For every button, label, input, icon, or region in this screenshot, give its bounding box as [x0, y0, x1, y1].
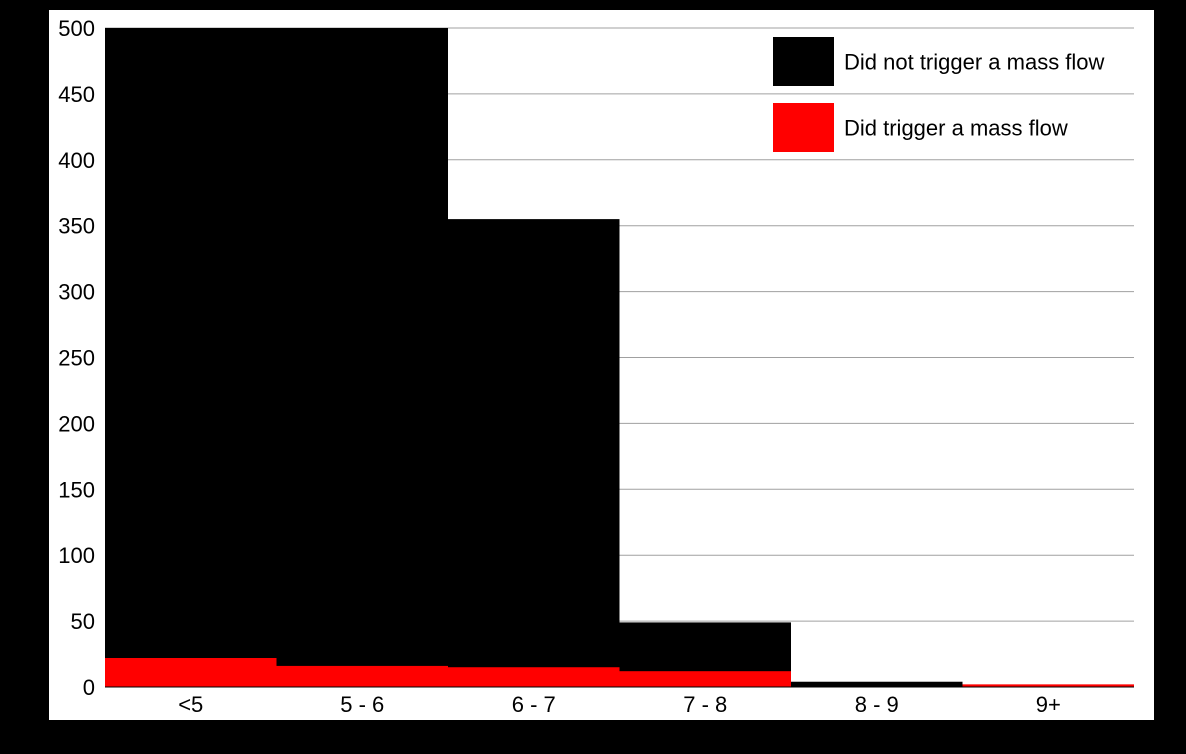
y-tick-label-300: 300 [58, 280, 95, 305]
y-tick-label-500: 500 [58, 16, 95, 41]
left-frame [0, 0, 49, 749]
legend-swatch-1 [773, 103, 834, 152]
bars [105, 28, 1134, 688]
y-tick-label-0: 0 [83, 675, 95, 700]
y-tick-label-50: 50 [71, 609, 95, 634]
bar-no-trigger-2 [448, 219, 620, 688]
x-tick-label-1: 5 - 6 [340, 692, 384, 717]
bar-trigger-3 [619, 671, 791, 687]
x-tick-label-0: <5 [178, 692, 203, 717]
x-tick-label-5: 9+ [1036, 692, 1061, 717]
legend-label-0: Did not trigger a mass flow [844, 50, 1105, 75]
y-tick-label-350: 350 [58, 214, 95, 239]
x-tick-label-4: 8 - 9 [855, 692, 899, 717]
y-axis: 0 50 100 150 200 250 300 350 400 450 500 [0, 0, 95, 749]
bar-trigger-2 [448, 667, 620, 687]
bar-trigger-1 [276, 665, 448, 687]
legend-label-1: Did trigger a mass flow [844, 116, 1068, 141]
y-tick-label-100: 100 [58, 543, 95, 568]
y-tick-label-250: 250 [58, 346, 95, 371]
y-tick-label-150: 150 [58, 477, 95, 502]
x-tick-label-2: 6 - 7 [512, 692, 556, 717]
y-tick-label-400: 400 [58, 148, 95, 173]
right-frame [1154, 0, 1186, 749]
y-tick-label-450: 450 [58, 82, 95, 107]
bar-no-trigger-0 [105, 28, 277, 687]
legend-swatch-0 [773, 37, 834, 86]
bar-no-trigger-4 [791, 681, 963, 687]
x-tick-label-3: 7 - 8 [683, 692, 727, 717]
bar-trigger-5 [962, 684, 1134, 687]
x-axis: <5 5 - 6 6 - 7 7 - 8 8 - 9 9+ [105, 686, 1134, 717]
legend: Did not trigger a mass flow Did trigger a… [773, 0, 1186, 749]
y-tick-label-200: 200 [58, 411, 95, 436]
bar-no-trigger-1 [276, 28, 448, 687]
bar-trigger-0 [105, 658, 277, 687]
